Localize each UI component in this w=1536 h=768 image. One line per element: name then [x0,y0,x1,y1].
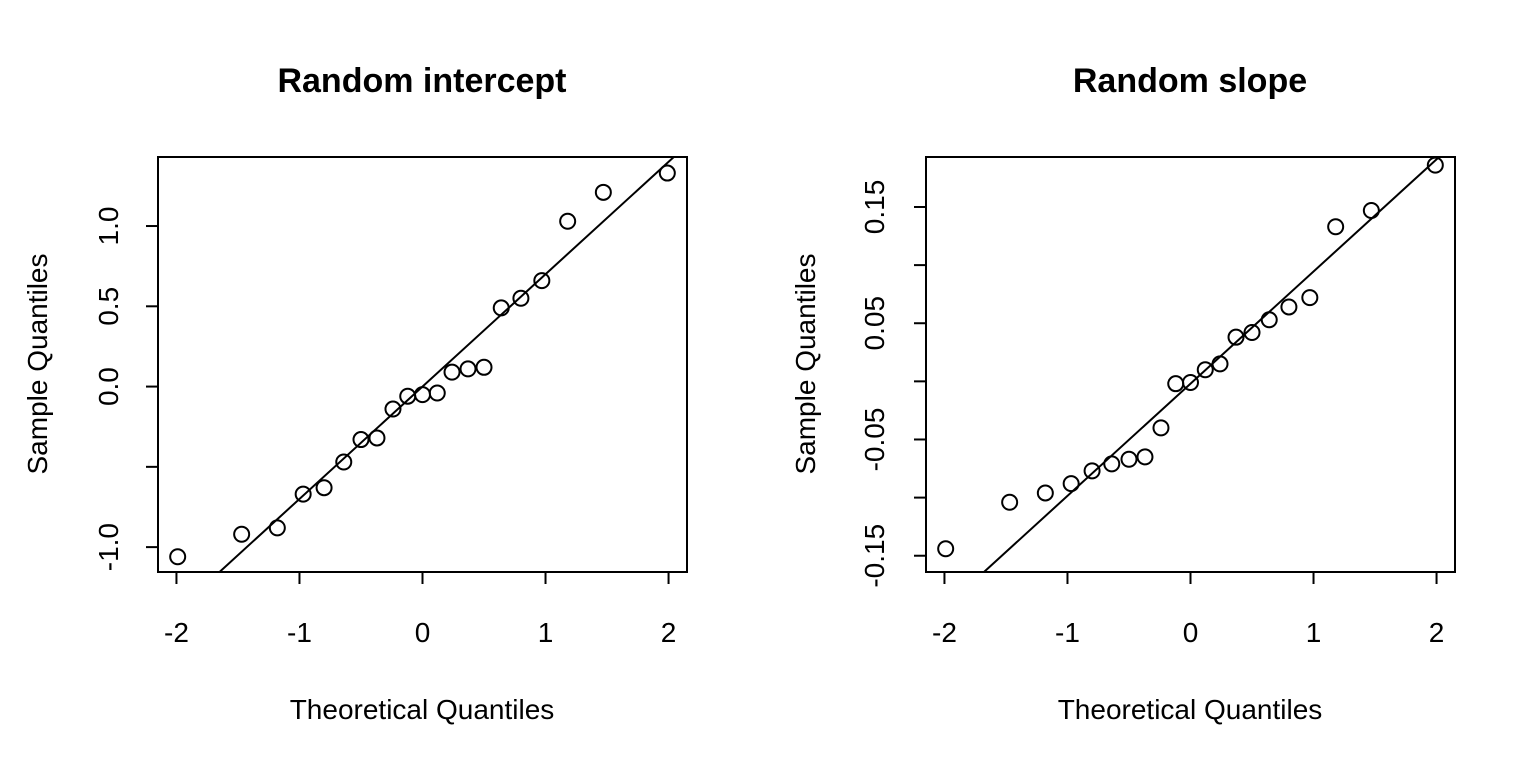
y-tick-label: -0.05 [859,408,890,472]
data-point [294,485,312,503]
x-tick-label: 1 [538,617,554,648]
data-point [1062,475,1080,493]
data-point [559,212,577,230]
data-point [414,386,431,404]
y-tick-label: 0.15 [859,180,890,235]
data-point [1103,455,1121,473]
data-point [492,299,510,317]
data-point [315,479,333,497]
x-tick-label: -1 [287,617,312,648]
y-axis-label: Sample Quantiles [22,253,53,474]
data-point [384,400,402,418]
data-point [1280,298,1298,316]
data-point [1120,450,1138,468]
data-point [1301,289,1319,307]
data-point [658,164,676,182]
data-point [475,358,493,376]
x-tick-label: 0 [415,617,431,648]
y-tick-label: 0.05 [859,296,890,351]
data-point [1167,375,1185,393]
data-point [233,525,251,543]
panel-random-intercept: Random intercept Theoretical Quantiles S… [22,62,688,725]
qq-reference-line [982,157,1441,572]
chart-title: Random intercept [277,62,566,100]
data-point [512,289,530,307]
x-tick-label: 0 [1183,617,1199,648]
y-tick-label: 1.0 [93,207,124,246]
data-point [1182,374,1199,392]
data-point [533,272,551,290]
data-point [443,363,461,381]
y-tick-label: -0.15 [859,524,890,588]
data-point [1001,493,1019,511]
data-point [1083,462,1101,480]
data-point [1227,328,1245,346]
data-point [368,429,386,447]
data-point [937,540,955,558]
plot-area: -2 -1 0 1 2 -0.15 -0.05 0.05 0.15 [859,156,1456,648]
data-point [1260,311,1278,329]
data-point [1211,355,1229,373]
data-point [1196,361,1214,379]
data-point [1036,484,1054,502]
data-point [459,360,477,378]
data-point [1243,324,1261,342]
data-point [1327,218,1345,236]
x-tick-label: -1 [1055,617,1080,648]
y-tick-label: 0.5 [93,287,124,326]
data-point [352,431,370,449]
chart-title: Random slope [1073,62,1307,100]
x-axis-label: Theoretical Quantiles [290,694,555,725]
plot-frame [925,156,1456,573]
x-tick-label: -2 [164,617,189,648]
x-tick-label: -2 [932,617,957,648]
data-point [1136,448,1154,466]
x-tick-label: 2 [661,617,677,648]
data-point [594,183,612,201]
data-point [1152,419,1170,437]
data-point [428,384,446,402]
panel-random-slope: Random slope Theoretical Quantiles Sampl… [790,62,1456,725]
data-point [169,548,187,566]
data-point [1426,156,1444,174]
plot-frame [157,156,688,573]
y-axis-label: Sample Quantiles [790,253,821,474]
data-point [268,519,286,537]
plot-area: -2 -1 0 1 2 -1.0 0.0 0.5 1.0 [93,156,688,648]
x-axis-label: Theoretical Quantiles [1058,694,1323,725]
x-tick-label: 1 [1306,617,1322,648]
y-tick-label: 0.0 [93,367,124,406]
x-tick-label: 2 [1429,617,1445,648]
data-point [1362,201,1380,219]
data-point [335,453,353,471]
y-tick-label: -1.0 [93,523,124,571]
